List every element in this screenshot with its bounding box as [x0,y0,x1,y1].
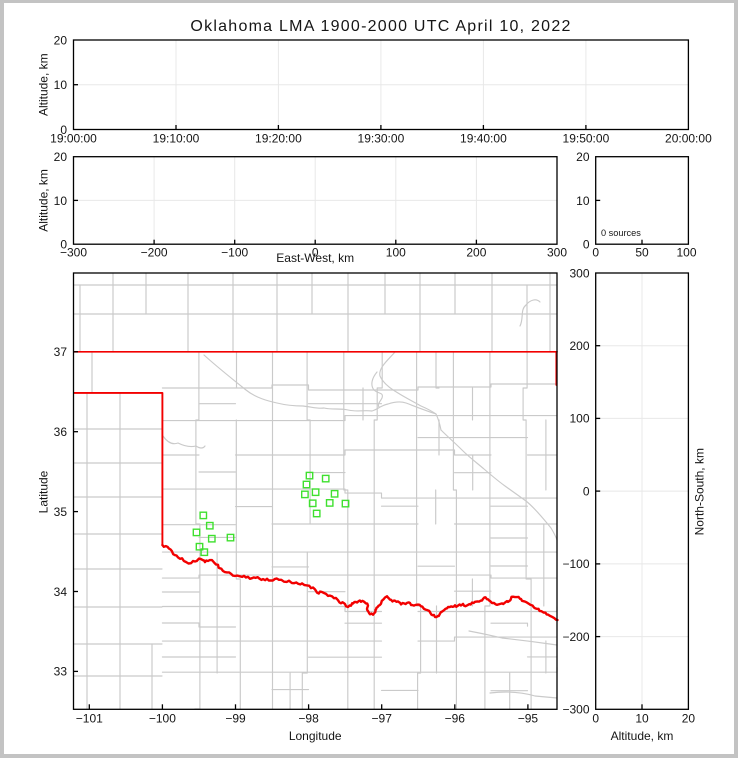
svg-text:33: 33 [54,665,68,679]
svg-text:19:50:00: 19:50:00 [563,132,610,146]
svg-text:−97: −97 [372,712,393,726]
svg-text:−100: −100 [562,557,589,571]
svg-text:19:30:00: 19:30:00 [358,132,405,146]
svg-text:Altitude, km: Altitude, km [37,169,51,232]
svg-text:200: 200 [569,339,589,353]
svg-text:−99: −99 [225,712,246,726]
svg-text:−300: −300 [562,703,589,717]
svg-text:−300: −300 [60,246,87,260]
svg-text:20:00:00: 20:00:00 [665,132,712,146]
svg-text:0 sources: 0 sources [601,228,641,238]
svg-text:10: 10 [635,712,649,726]
svg-text:50: 50 [635,246,649,260]
svg-text:300: 300 [547,246,567,260]
svg-text:−100: −100 [221,246,248,260]
svg-text:19:40:00: 19:40:00 [460,132,507,146]
svg-text:0: 0 [60,123,67,137]
svg-text:0: 0 [592,712,599,726]
svg-text:20: 20 [576,150,590,164]
svg-text:100: 100 [386,246,406,260]
svg-text:37: 37 [54,345,68,359]
svg-text:−101: −101 [76,712,103,726]
svg-text:19:00:00: 19:00:00 [50,132,97,146]
svg-text:20: 20 [54,34,68,48]
svg-text:0: 0 [583,484,590,498]
svg-text:100: 100 [676,246,696,260]
svg-text:−200: −200 [141,246,168,260]
svg-text:0: 0 [592,246,599,260]
svg-text:−200: −200 [562,630,589,644]
svg-text:−95: −95 [518,712,539,726]
svg-text:0: 0 [583,238,590,252]
svg-text:North-South, km: North-South, km [693,448,707,535]
svg-text:20: 20 [682,712,696,726]
svg-text:−98: −98 [298,712,319,726]
svg-text:−100: −100 [149,712,176,726]
svg-text:Oklahoma LMA 1900-2000 UTC Apr: Oklahoma LMA 1900-2000 UTC April 10, 202… [190,18,571,35]
svg-text:10: 10 [54,194,68,208]
svg-text:34: 34 [54,585,68,599]
svg-text:200: 200 [466,246,486,260]
svg-text:20: 20 [54,150,68,164]
svg-text:10: 10 [54,78,68,92]
svg-text:East-West, km: East-West, km [276,251,354,265]
svg-text:10: 10 [576,194,590,208]
svg-text:0: 0 [312,246,319,260]
svg-text:Altitude, km: Altitude, km [37,53,51,116]
svg-text:19:20:00: 19:20:00 [255,132,302,146]
svg-text:19:10:00: 19:10:00 [153,132,200,146]
svg-text:36: 36 [54,425,68,439]
svg-text:100: 100 [569,412,589,426]
svg-text:Altitude, km: Altitude, km [611,729,674,743]
svg-text:Longitude: Longitude [289,729,342,743]
svg-text:0: 0 [60,238,67,252]
svg-text:300: 300 [569,266,589,280]
svg-text:Latitude: Latitude [37,470,51,513]
svg-text:−96: −96 [445,712,466,726]
svg-text:35: 35 [54,505,68,519]
